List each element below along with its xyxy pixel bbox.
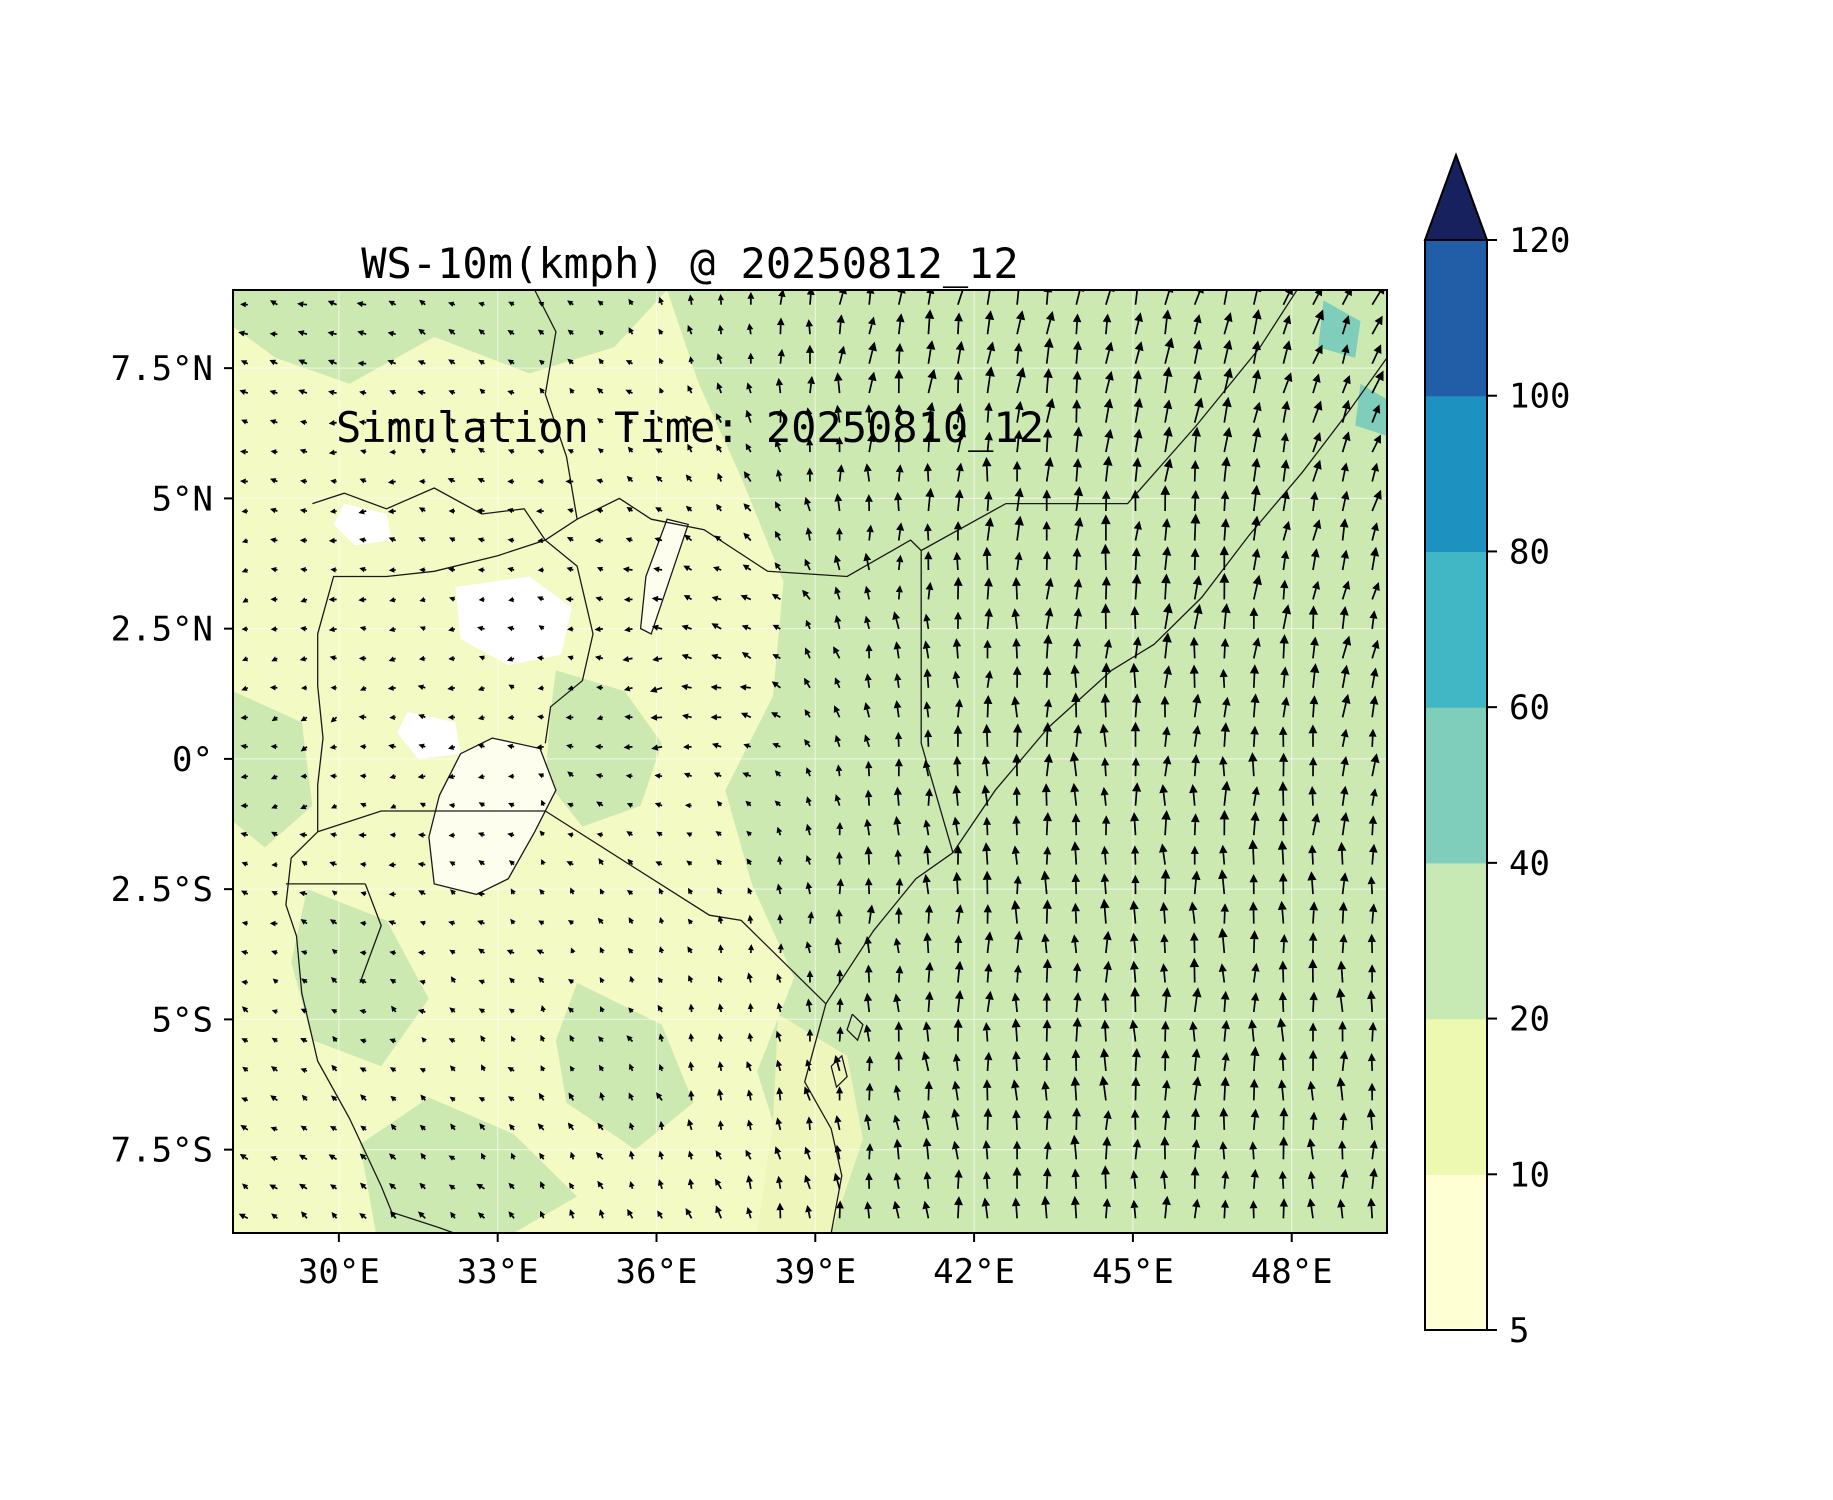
lake-turkana	[639, 518, 690, 635]
east-green-region	[667, 290, 1387, 1233]
x-tick-label: 45°E	[1092, 1252, 1174, 1292]
map-layers	[233, 290, 1387, 1233]
chart-title: WS-10m(kmph) @ 20250812_12	[361, 239, 1019, 289]
colorbar-tick-label: 80	[1509, 532, 1550, 572]
green-blob-west-equator	[233, 691, 313, 848]
colorbar-extend-triangle	[1423, 152, 1489, 241]
y-tick-label: 7.5°N	[111, 349, 213, 389]
x-tick-label: 36°E	[616, 1252, 698, 1292]
y-tick-label: 5°N	[152, 479, 213, 519]
white-calm-patch-lake-nw	[397, 712, 461, 759]
north-green-cap	[233, 290, 668, 384]
colorbar-tick-label: 100	[1509, 377, 1570, 417]
lakes	[428, 518, 690, 896]
colorbar-tick-label: 120	[1509, 221, 1570, 261]
colorbar-segment	[1425, 395, 1487, 552]
y-tick-label: 7.5°S	[111, 1131, 213, 1171]
colorbar-segment	[1425, 862, 1487, 1020]
colorbar-tick-label: 60	[1509, 688, 1550, 728]
wind-speed-shading	[233, 290, 1387, 1233]
x-tick-label: 30°E	[298, 1252, 380, 1292]
colorbar-tick-label: 10	[1509, 1155, 1550, 1195]
x-tick-label: 48°E	[1251, 1252, 1333, 1292]
colorbar: 5 10 20 40 60 80 100 120	[1423, 152, 1570, 1351]
colorbar-segment	[1425, 1174, 1487, 1331]
y-tick-label: 2.5°N	[111, 610, 213, 650]
y-tick-label: 5°S	[152, 1000, 213, 1040]
colorbar-tick-label: 20	[1509, 1000, 1550, 1040]
y-tick-label: 2.5°S	[111, 870, 213, 910]
cyan-high-wind-coast-2	[1355, 383, 1387, 436]
colorbar-segment	[1425, 551, 1487, 708]
colorbar-outline	[1424, 239, 1488, 1331]
colorbar-tick-label: 5	[1509, 1311, 1529, 1351]
green-blob-sw-1	[291, 889, 429, 1067]
green-blob-ne-lake	[545, 670, 662, 827]
green-blob-sw-2	[360, 1097, 578, 1233]
x-tick-label: 39°E	[774, 1252, 856, 1292]
cyan-high-wind-coast-1	[1318, 300, 1361, 358]
chart-subtitle: Simulation Time: 20250810_12	[335, 402, 1044, 452]
x-tick-label: 33°E	[457, 1252, 539, 1292]
y-tick-label: 0°	[172, 740, 213, 780]
chart-title-block: WS-10m(kmph) @ 20250812_12 Simulation Ti…	[120, 128, 1260, 565]
colorbar-segment	[1425, 1018, 1487, 1175]
plot-frame	[232, 289, 1388, 1234]
country-borders	[285, 290, 1387, 1233]
colorbar-tick-label: 40	[1509, 844, 1550, 884]
white-calm-patch-nw	[333, 503, 392, 546]
x-tick-label: 42°E	[933, 1252, 1015, 1292]
axes: 30°E 33°E 36°E 39°E 42°E 45°E 48°E 7.5°N 5°N 2.5°…	[111, 349, 1333, 1292]
lake-victoria	[428, 737, 557, 896]
quiver-arrows	[238, 290, 1385, 1220]
green-blob-south-central	[555, 982, 694, 1150]
colorbar-segment	[1425, 240, 1487, 397]
colorbar-segment	[1425, 707, 1487, 864]
